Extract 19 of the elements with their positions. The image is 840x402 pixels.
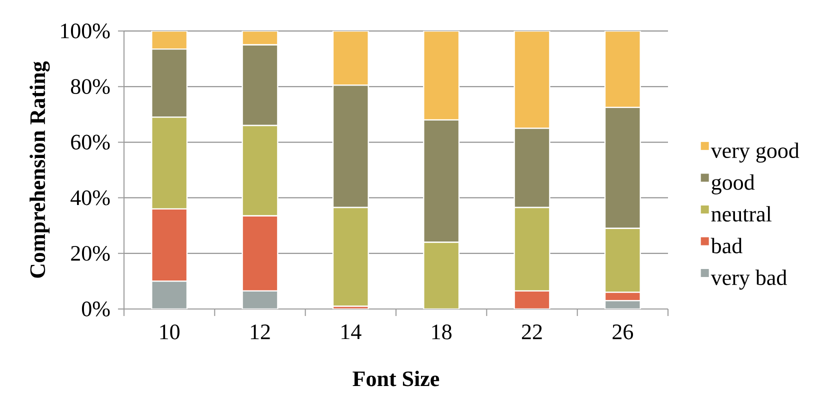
- x-tick-label: 12: [250, 324, 270, 340]
- y-tick-label: 20%: [71, 246, 110, 261]
- legend-label: very good: [710, 142, 800, 163]
- legend-label: bad: [710, 238, 742, 254]
- legend-label: very bad: [710, 270, 787, 290]
- x-tick-label: 22: [522, 324, 542, 340]
- x-axis-title: Font Size: [352, 370, 440, 386]
- x-tick-label: 10: [160, 324, 180, 340]
- y-tick-label: 100%: [61, 24, 110, 38]
- y-tick-label: 0%: [82, 302, 110, 316]
- y-axis-title: Comprehension Rating: [30, 61, 50, 278]
- legend-label: good: [712, 174, 755, 194]
- y-tick-label: 40%: [70, 190, 110, 206]
- x-tick-label: 18: [432, 324, 452, 340]
- legend-label: neutral: [711, 206, 772, 222]
- x-tick-label: 14: [342, 324, 362, 340]
- y-tick-label: 60%: [71, 134, 110, 150]
- x-tick-label: 26: [612, 324, 634, 340]
- y-tick-label: 80%: [70, 79, 110, 94]
